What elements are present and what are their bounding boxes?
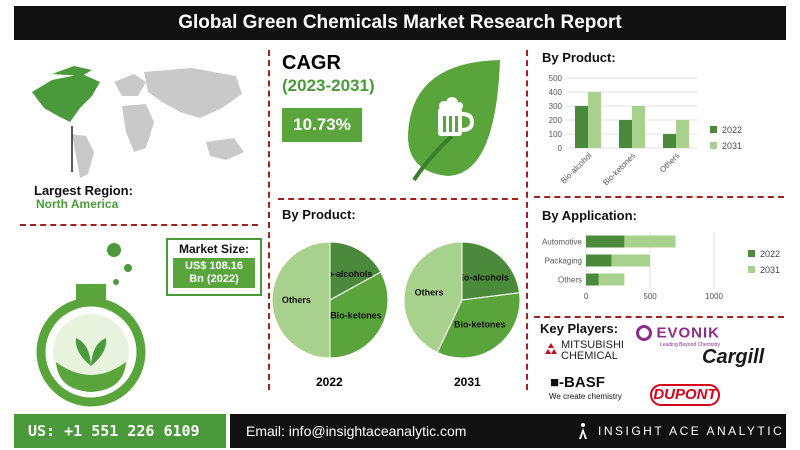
x-tick-label: 500 — [643, 292, 657, 301]
pie-label: Others — [415, 288, 444, 298]
brand-name: INSIGHT ACE ANALYTIC — [598, 424, 785, 438]
pie-label: Bio-ketones — [454, 319, 506, 329]
pie-slice — [271, 241, 331, 359]
y-tick-label: Packaging — [545, 257, 582, 266]
legend-label: 2022 — [760, 249, 780, 259]
product-bar-chart: 0 100 200 300 400 500 Bio-alcohol Bio-ketones Ot… — [549, 74, 742, 187]
legend-swatch — [710, 126, 717, 133]
basf-logo: ■-BASF — [550, 374, 605, 391]
application-title: By Application: — [542, 208, 637, 223]
y-tick-label: 400 — [549, 88, 563, 97]
email-text: Email: info@insightaceanalytic.com — [246, 423, 467, 439]
legend-swatch — [748, 250, 755, 257]
flask-icon — [36, 243, 146, 407]
key-players-title: Key Players: — [540, 321, 619, 336]
legend-label: 2022 — [722, 125, 742, 135]
x-tick-label: Bio-ketones — [601, 151, 637, 187]
largest-region-value: North America — [36, 197, 119, 211]
basf-tagline: We create chemistry — [549, 392, 622, 401]
largest-region-label: Largest Region: — [34, 183, 133, 198]
pie-year-2022: 2022 — [316, 375, 343, 389]
bar — [586, 273, 599, 286]
bar — [586, 254, 612, 267]
market-size-value: US$ 108.16 Bn (2022) — [173, 258, 255, 288]
evonik-icon — [636, 324, 652, 341]
pie-label: Others — [282, 295, 311, 305]
bar — [632, 106, 645, 148]
mitsubishi-line1: MITSUBISHI — [561, 339, 624, 351]
dupont-logo: DUPONT — [650, 384, 720, 406]
world-map — [32, 66, 244, 178]
legend-label: 2031 — [760, 265, 780, 275]
bar — [611, 254, 650, 267]
x-tick-label: 0 — [584, 292, 589, 301]
footer-bar: Email: info@insightaceanalytic.com INSIG… — [230, 414, 786, 448]
divider — [534, 316, 784, 318]
bar — [619, 120, 632, 148]
bar — [663, 134, 676, 148]
evonik-tagline: Leading Beyond Chemistry — [660, 342, 721, 348]
page-title: Global Green Chemicals Market Research R… — [14, 6, 786, 40]
market-size-line2: Bn (2022) — [189, 273, 239, 285]
y-tick-label: 300 — [549, 102, 563, 111]
legend-swatch — [710, 142, 717, 149]
bar — [588, 92, 601, 148]
pie-year-2031: 2031 — [454, 375, 481, 389]
product-pie-charts: Bio-alcohols Bio-ketones Others Bio-alcohol… — [271, 241, 521, 359]
phone-bar: US: +1 551 226 6109 — [14, 414, 226, 448]
bar — [598, 273, 625, 286]
pie-label: Bio-alcohols — [455, 272, 509, 282]
y-tick-label: 100 — [549, 130, 563, 139]
divider — [268, 50, 270, 390]
market-size-line1: US$ 108.16 — [184, 260, 244, 272]
bar — [575, 106, 588, 148]
divider — [526, 50, 528, 390]
pie-slice — [403, 241, 463, 354]
x-tick-label: Others — [658, 151, 681, 174]
cagr-value: 10.73% — [282, 108, 362, 142]
y-tick-label: 0 — [558, 144, 563, 153]
divider — [20, 224, 258, 226]
market-size-card: Market Size: US$ 108.16 Bn (2022) — [166, 238, 262, 296]
legend-label: 2031 — [722, 141, 742, 151]
x-tick-label: Bio-alcohol — [559, 151, 594, 186]
x-tick-label: 1000 — [705, 292, 723, 301]
cagr-period: (2023-2031) — [282, 76, 375, 95]
bar-product-title: By Product: — [542, 50, 616, 65]
bar — [624, 235, 676, 248]
divider — [278, 198, 518, 200]
pie-label: Bio-ketones — [330, 310, 382, 320]
bar — [676, 120, 689, 148]
insight-ace-logo-icon — [579, 423, 587, 439]
application-bar-chart: 0 500 1000 Automotive Packaging Others 2022 203… — [542, 232, 780, 301]
pie-slice — [329, 271, 389, 359]
y-tick-label: 200 — [549, 116, 563, 125]
y-tick-label: Others — [558, 276, 582, 285]
mitsubishi-line2: CHEMICAL — [561, 350, 618, 362]
cagr-label: CAGR — [282, 52, 341, 74]
evonik-text: EVONIK — [656, 324, 720, 342]
y-tick-label: Automotive — [542, 238, 583, 247]
evonik-logo: EVONIK Leading Beyond Chemistry — [636, 324, 720, 348]
bar — [586, 235, 625, 248]
pie-slice — [461, 241, 521, 301]
divider — [534, 196, 784, 198]
cargill-logo: Cargill — [702, 346, 765, 368]
mitsubishi-logo: MITSUBISHI CHEMICAL — [561, 340, 624, 362]
pie-label: Bio-alcohols — [318, 269, 372, 279]
pie-slice — [329, 241, 382, 301]
y-tick-label: 500 — [549, 74, 563, 83]
mitsubishi-logo-icon — [545, 343, 557, 354]
pie-section-title: By Product: — [282, 207, 356, 222]
market-size-label: Market Size: — [178, 242, 250, 256]
leaf-icon — [408, 60, 500, 182]
legend-swatch — [748, 266, 755, 273]
